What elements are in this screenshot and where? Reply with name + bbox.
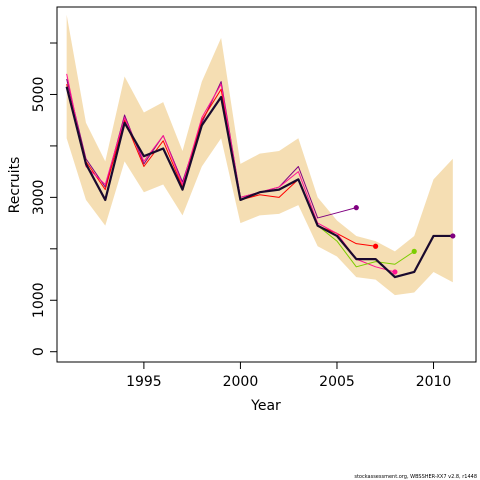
x-tick-label: 2010: [416, 374, 452, 390]
x-tick-label: 1995: [126, 374, 162, 390]
y-tick-label: 1000: [31, 282, 47, 318]
endpoint-markers-layer: [353, 205, 456, 275]
footer-credit: stockassessment.org, WBSSHER-XX7 v2.8, r…: [354, 474, 477, 480]
x-axis: 1995 2000 2005 2010: [126, 361, 452, 390]
x-tick-label: 2000: [223, 374, 259, 390]
endpoint-marker-4: [411, 248, 417, 254]
confidence-band-layer: [66, 14, 453, 296]
endpoint-marker-3: [392, 269, 398, 275]
y-tick-label: 0: [31, 347, 47, 356]
y-tick-label: 3000: [31, 180, 47, 216]
confidence-band: [66, 14, 453, 296]
series-lines-layer: [65, 73, 453, 279]
y-tick-label: 5000: [31, 77, 47, 113]
series-line-main: [65, 86, 453, 279]
y-axis-title: Recruits: [7, 157, 23, 214]
x-axis-title: Year: [250, 398, 281, 414]
series-line-retro-3: [66, 73, 396, 273]
endpoint-marker-2: [372, 243, 379, 249]
endpoint-marker-1: [353, 205, 359, 211]
x-tick-label: 2005: [319, 374, 355, 390]
endpoint-marker-5: [450, 233, 456, 239]
y-axis: 0 1000 3000 5000: [31, 42, 58, 356]
